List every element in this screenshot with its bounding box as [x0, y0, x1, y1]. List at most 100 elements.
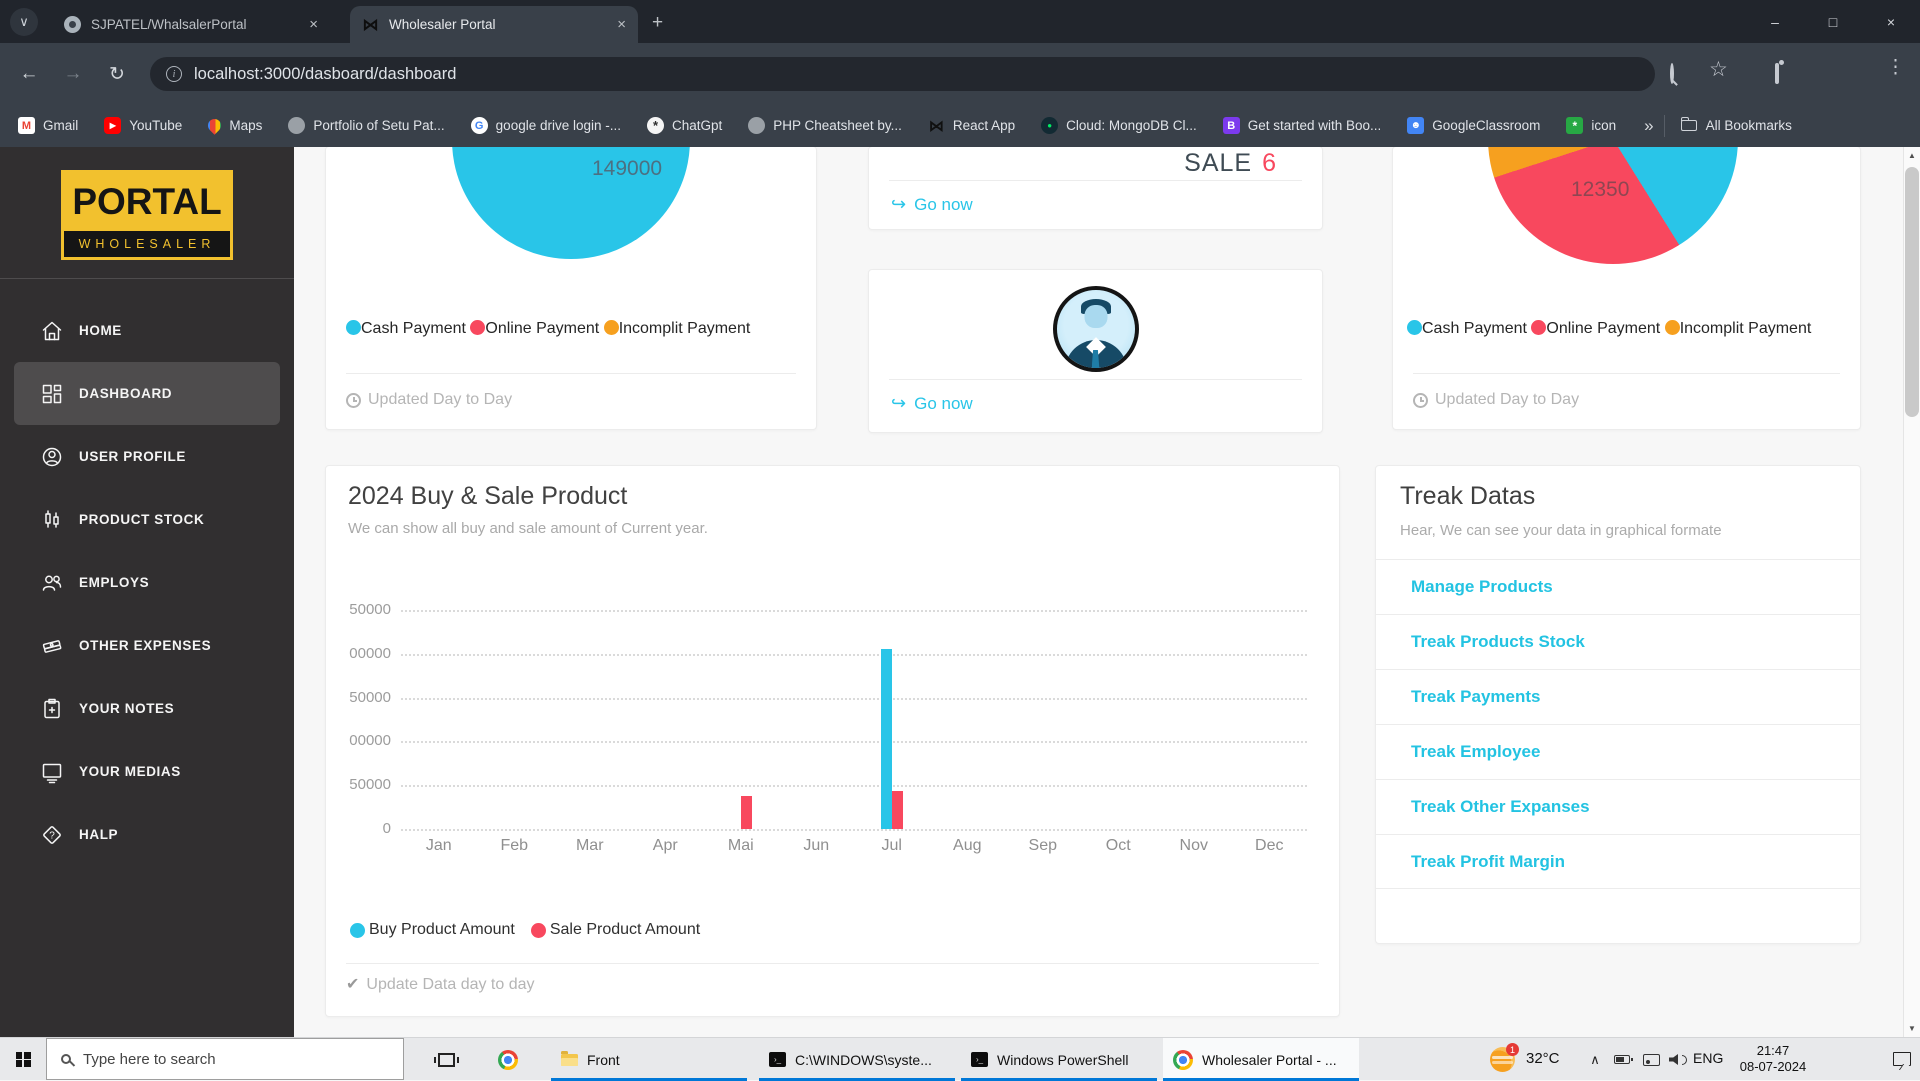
treak-link-treak-profit-margin[interactable]: Treak Profit Margin [1376, 834, 1860, 889]
language-indicator[interactable]: ENG [1693, 1050, 1724, 1066]
volume-icon[interactable] [1663, 1038, 1693, 1081]
site-info-icon[interactable]: i [166, 66, 182, 82]
sidebar-item-dashboard[interactable]: DASHBOARD [14, 362, 280, 425]
console-icon: ›_ [769, 1052, 786, 1067]
tab-close-icon[interactable]: × [309, 16, 318, 33]
gridline [401, 785, 1307, 788]
reload-button[interactable]: ↻ [109, 63, 125, 85]
page-scrollbar[interactable]: ▲ ▼ [1903, 147, 1920, 1037]
tab-title: Wholesaler Portal [389, 17, 496, 32]
search-placeholder: Type here to search [83, 1050, 216, 1068]
chrome-taskbar-button[interactable] [486, 1038, 530, 1081]
action-center-icon[interactable] [1893, 1052, 1911, 1066]
taskbar-app-3[interactable]: ›_ Windows PowerShell [961, 1038, 1157, 1081]
treak-link-treak-payments[interactable]: Treak Payments [1376, 669, 1860, 724]
cash-payments-pie-card: 149000 Cash Payment Online Payment Incom… [325, 147, 817, 430]
address-bar[interactable]: i localhost:3000/dasboard/dashboard [150, 57, 1655, 91]
taskbar-app-1[interactable]: Front [551, 1038, 747, 1081]
extensions-icon[interactable] [1775, 63, 1779, 84]
bookmark-item[interactable]: * icon [1566, 117, 1616, 134]
window-minimize-button[interactable]: – [1771, 13, 1779, 30]
buy-bar[interactable] [880, 649, 892, 829]
window-close-button[interactable]: × [1886, 13, 1896, 30]
bowtie-icon: ⋈ [928, 117, 944, 135]
bookmark-item[interactable]: B Get started with Boo... [1222, 117, 1381, 134]
bookmark-item[interactable]: Portfolio of Setu Pat... [288, 117, 445, 134]
bookmark-item[interactable]: ⋈ React App [928, 117, 1016, 135]
zoom-search-icon[interactable] [1670, 63, 1674, 84]
sale-bar[interactable] [891, 791, 903, 829]
y-axis-tick: 50000 [349, 776, 391, 794]
window-maximize-button[interactable]: □ [1828, 13, 1838, 30]
card-divider [889, 379, 1302, 380]
back-button[interactable]: ← [19, 63, 39, 84]
start-button[interactable] [0, 1038, 46, 1081]
scrollbar-thumb[interactable] [1905, 167, 1919, 417]
sale-bar[interactable] [740, 795, 752, 829]
sidebar-item-employs[interactable]: EMPLOYS [14, 551, 280, 614]
forward-button[interactable]: → [63, 63, 83, 84]
all-bookmarks-button[interactable]: All Bookmarks [1680, 117, 1792, 133]
bookmark-item[interactable]: M Gmail [18, 117, 78, 134]
task-view-button[interactable] [424, 1038, 468, 1081]
x-axis-tick: Mar [575, 837, 604, 854]
sidebar-item-halp[interactable]: ? HALP [14, 803, 280, 866]
sidebar-item-your-notes[interactable]: YOUR NOTES [14, 677, 280, 740]
bookmarks-overflow-chevron[interactable]: » [1644, 115, 1654, 135]
tray-chevron-icon[interactable]: ∧ [1590, 1051, 1600, 1067]
taskbar-app-4[interactable]: Wholesaler Portal - ... [1163, 1038, 1359, 1081]
tab-close-icon[interactable]: × [617, 16, 626, 33]
weather-badge: 1 [1506, 1043, 1519, 1056]
bookmark-item[interactable]: Maps [205, 116, 262, 135]
user-avatar [1052, 286, 1139, 372]
app-logo[interactable]: PORTAL WHOLESALER [61, 170, 233, 260]
go-now-link[interactable]: ↪ Go now [891, 194, 973, 214]
gridline [401, 697, 1307, 700]
console-icon: ›_ [971, 1052, 988, 1067]
payments-pie-chart[interactable] [1488, 147, 1738, 264]
bookmark-item[interactable]: * ChatGpt [647, 117, 722, 134]
scroll-down-icon[interactable]: ▼ [1908, 1024, 1916, 1033]
treak-link-treak-employee[interactable]: Treak Employee [1376, 724, 1860, 779]
legend-dot-icon [530, 922, 546, 938]
tab-github-repo[interactable]: SJPATEL/WhalsalerPortal × [52, 6, 330, 43]
cast-icon[interactable] [1637, 1038, 1665, 1081]
y-axis-tick: 00000 [349, 732, 391, 750]
battery-icon[interactable] [1608, 1038, 1636, 1081]
taskbar-search-box[interactable]: Type here to search [46, 1038, 404, 1080]
sidebar-item-home[interactable]: HOME [14, 299, 280, 362]
bookmark-item[interactable]: ☻ GoogleClassroom [1407, 117, 1540, 134]
tab-search-dropdown-button[interactable]: ∨ [10, 8, 38, 36]
go-now-link[interactable]: ↪ Go now [891, 393, 973, 413]
treak-link-treak-products-stock[interactable]: Treak Products Stock [1376, 614, 1860, 669]
bookmark-item[interactable]: ● Cloud: MongoDB Cl... [1041, 117, 1197, 134]
weather-icon[interactable]: 1 [1490, 1043, 1519, 1072]
treak-link-treak-other-expanses[interactable]: Treak Other Expanses [1376, 779, 1860, 834]
bookmark-item[interactable]: ▶ YouTube [104, 117, 182, 134]
pie-value-label: 149000 [592, 157, 663, 180]
money-icon [40, 634, 64, 658]
classroom-icon: ☻ [1407, 117, 1425, 134]
bookmark-star-icon[interactable]: ☆ [1709, 58, 1728, 81]
check-icon: ✔ [346, 976, 360, 993]
bookmark-item[interactable]: PHP Cheatsheet by... [748, 117, 902, 134]
taskbar-app-2[interactable]: ›_ C:\WINDOWS\syste... [759, 1038, 955, 1081]
legend-dot-icon [346, 320, 361, 335]
sidebar-item-user-profile[interactable]: USER PROFILE [14, 425, 280, 488]
treak-link-manage-products[interactable]: Manage Products [1376, 559, 1860, 614]
temperature-label[interactable]: 32°C [1526, 1050, 1560, 1067]
treak-datas-panel: Treak Datas Hear, We can see your data i… [1375, 465, 1861, 944]
browser-toolbar: ← → ↻ i localhost:3000/dasboard/dashboar… [0, 43, 1920, 104]
scroll-up-icon[interactable]: ▲ [1908, 151, 1916, 160]
sidebar-item-other-expenses[interactable]: OTHER EXPENSES [14, 614, 280, 677]
sidebar-item-your-medias[interactable]: YOUR MEDIAS [14, 740, 280, 803]
tab-wholesaler-portal[interactable]: ⋈ Wholesaler Portal × [350, 6, 638, 43]
taskbar-clock[interactable]: 21:47 08-07-2024 [1728, 1043, 1818, 1075]
new-tab-button[interactable]: + [652, 12, 664, 33]
bookmarks-list: M Gmail ▶ YouTube Maps Portfolio of Setu Pat.… [18, 116, 1642, 135]
chart-plot[interactable]: 50000 00000 50000 00000 50000 0 Jan Feb Mar Apr Ma… [349, 601, 1307, 854]
browser-menu-icon[interactable]: ⋮ [1886, 57, 1905, 78]
sidebar-item-product-stock[interactable]: PRODUCT STOCK [14, 488, 280, 551]
chrome-icon [1173, 1049, 1193, 1070]
